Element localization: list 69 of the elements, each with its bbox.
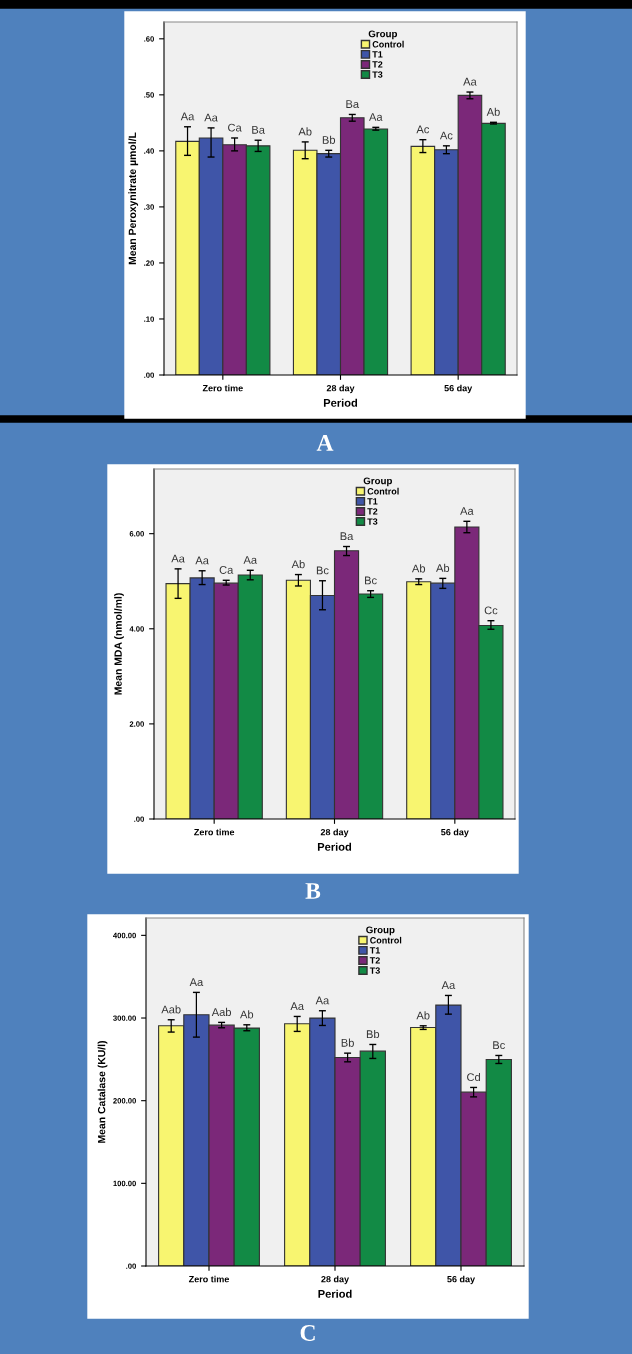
y-axis-title: Mean Peroxynitrate µmol/L	[128, 132, 139, 265]
x-axis-title: Period	[323, 398, 358, 407]
legend-label: T3	[367, 518, 378, 525]
legend-title: Group	[366, 926, 395, 936]
x-axis-title: Period	[317, 842, 352, 851]
x-tick-label: Zero time	[188, 1275, 230, 1283]
x-axis-title: Period	[318, 1289, 352, 1298]
data-label: Ca	[219, 566, 234, 574]
data-label: Aa	[195, 556, 209, 565]
legend-label: T3	[369, 967, 380, 974]
data-label: Ab	[436, 563, 450, 572]
data-label: Ca	[228, 123, 242, 132]
y-axis-title: Mean MDA (nmol/ml)	[114, 593, 124, 695]
legend-title: Group	[368, 30, 398, 40]
data-label: Aa	[243, 556, 258, 564]
data-label: Aa	[315, 996, 330, 1005]
data-label: Ab	[411, 564, 426, 573]
text: A	[316, 435, 334, 451]
data-label: Ab	[298, 127, 312, 136]
data-label: Aa	[171, 554, 185, 563]
data-label: Ac	[416, 125, 430, 134]
y-axis-title: Mean Catalase (KU/l)	[97, 1041, 108, 1143]
data-label: Cd	[467, 1072, 480, 1082]
data-label: Aa	[441, 981, 456, 990]
data-label: Bb	[341, 1038, 354, 1047]
legend-label: T2	[367, 508, 378, 515]
x-tick-label: 56 day	[444, 384, 473, 394]
data-label: Bc	[365, 576, 377, 585]
data-label: Aa	[180, 112, 195, 121]
data-label: Aa	[189, 978, 204, 987]
data-label: Ab	[240, 1010, 254, 1019]
data-label: Aab	[161, 1005, 181, 1014]
data-label: Bb	[366, 1029, 380, 1039]
data-label: Ba	[346, 100, 360, 109]
data-label: Ab	[291, 560, 305, 569]
data-label: Bc	[493, 1041, 505, 1050]
x-tick-label: 28 day	[326, 384, 355, 394]
legend-title: Group	[363, 477, 392, 487]
data-label: Aa	[204, 113, 218, 122]
x-tick-label: 28 day	[321, 1275, 350, 1285]
data-label: Bc	[316, 566, 329, 575]
data-label: Aa	[463, 77, 477, 86]
legend-label: T1	[372, 51, 383, 58]
x-tick-label: 56 day	[441, 828, 469, 838]
text: B	[305, 883, 321, 899]
legend-label: Control	[367, 487, 399, 495]
x-tick-label: 28 day	[320, 828, 349, 838]
legend-label: Control	[370, 936, 402, 944]
x-tick-label: Zero time	[202, 384, 243, 392]
data-label: Cc	[484, 606, 498, 615]
data-label: Aa	[369, 113, 383, 121]
legend-label: T2	[372, 61, 383, 68]
data-label: Ac	[439, 131, 453, 140]
data-label: Ab	[486, 107, 500, 116]
data-label: Ab	[416, 1011, 430, 1020]
legend-label: T1	[367, 498, 378, 505]
x-tick-label: 56 day	[447, 1275, 476, 1285]
x-tick-label: Zero time	[194, 828, 235, 836]
data-label: Aab	[211, 1007, 232, 1017]
legend-label: T2	[369, 957, 380, 964]
legend-label: T1	[369, 947, 381, 954]
data-label: Bb	[322, 135, 336, 144]
data-label: Ba	[340, 532, 354, 541]
text: C	[300, 1325, 315, 1341]
data-label: Aa	[290, 1002, 304, 1011]
data-label: Aa	[460, 507, 474, 515]
legend-label: Control	[372, 40, 404, 48]
legend-label: T3	[372, 71, 383, 78]
data-label: Ba	[252, 126, 265, 134]
